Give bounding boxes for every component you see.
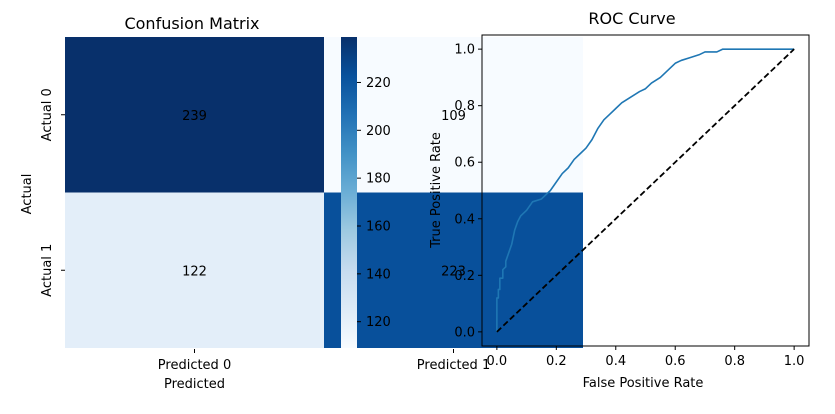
heatmap-y-ticks: Actual 0 Actual 1 bbox=[40, 88, 65, 297]
roc-curve-line bbox=[496, 48, 795, 332]
heatmap-cells: 239 109 122 223 bbox=[65, 37, 583, 348]
roc-y-tick-label: 0.8 bbox=[454, 99, 475, 114]
heatmap-x-ticks: Predicted 0 Predicted 1 bbox=[158, 349, 490, 373]
heatmap-y-tick-label: Actual 1 bbox=[40, 244, 55, 297]
roc-x-tick-label: 0.4 bbox=[605, 354, 626, 369]
roc-axes-frame bbox=[481, 34, 810, 347]
roc-panel: ROC Curve 0.0 0.2 0.4 0.6 0.8 1.0 0.00.20.40.… bbox=[429, 9, 810, 391]
colorbar bbox=[341, 37, 357, 348]
colorbar-tick-label: 220 bbox=[366, 76, 391, 91]
roc-x-tick-label: 0.6 bbox=[665, 354, 686, 369]
heatmap-cell-value: 109 bbox=[441, 109, 466, 124]
colorbar-tick-label: 200 bbox=[366, 124, 391, 139]
roc-y-label: True Positive Rate bbox=[429, 132, 444, 249]
roc-x-tick-label: 0.8 bbox=[724, 354, 745, 369]
heatmap-cell bbox=[65, 192, 324, 348]
roc-x-tick-label: 0.0 bbox=[487, 354, 508, 369]
roc-y-tick-label: 0.6 bbox=[454, 156, 475, 171]
colorbar-tick-label: 180 bbox=[366, 172, 391, 187]
colorbar-tick-label: 160 bbox=[366, 219, 391, 234]
roc-y-tick-label: 1.0 bbox=[454, 43, 475, 58]
heatmap-cell bbox=[324, 192, 583, 348]
colorbar-tick-label: 140 bbox=[366, 267, 391, 282]
heatmap-title: Confusion Matrix bbox=[124, 14, 259, 33]
heatmap-y-tick-label: Actual 0 bbox=[40, 88, 55, 141]
roc-x-tick-label: 1.0 bbox=[784, 354, 805, 369]
heatmap-cell bbox=[324, 37, 583, 193]
roc-x-ticks: 0.0 0.2 0.4 0.6 0.8 1.0 bbox=[487, 346, 805, 369]
heatmap-cell bbox=[65, 37, 324, 193]
colorbar-tick-label: 120 bbox=[366, 315, 391, 330]
roc-x-tick-label: 0.2 bbox=[546, 354, 567, 369]
roc-title: ROC Curve bbox=[588, 9, 675, 28]
confusion-matrix-panel: Confusion Matrix 239 109 122 223 Predicted … bbox=[20, 14, 583, 392]
heatmap-cell-value: 122 bbox=[182, 264, 207, 279]
heatmap-x-label: Predicted bbox=[164, 377, 225, 392]
roc-diagonal-line bbox=[496, 48, 795, 333]
heatmap-cell-value: 239 bbox=[182, 109, 207, 124]
heatmap-x-tick-label: Predicted 1 bbox=[417, 358, 490, 373]
heatmap-cell-value: 223 bbox=[441, 264, 466, 279]
heatmap-y-label: Actual bbox=[20, 174, 35, 215]
roc-lines bbox=[496, 48, 795, 333]
roc-y-ticks: 0.0 0.2 0.4 0.6 0.8 1.0 bbox=[454, 43, 482, 340]
roc-y-tick-label: 0.0 bbox=[454, 325, 475, 340]
roc-y-tick-label: 0.4 bbox=[454, 212, 475, 227]
roc-x-label: False Positive Rate bbox=[583, 376, 704, 391]
heatmap-x-tick-label: Predicted 0 bbox=[158, 358, 231, 373]
roc-y-tick-label: 0.2 bbox=[454, 269, 475, 284]
colorbar-ticks: 120 140 160 180 200 220 bbox=[357, 76, 391, 330]
